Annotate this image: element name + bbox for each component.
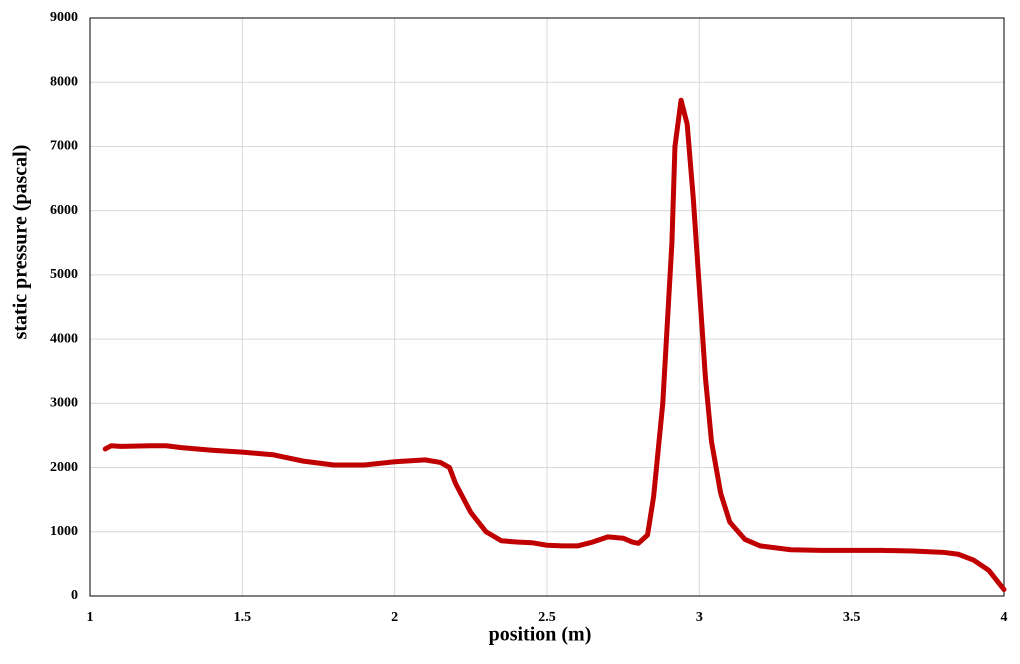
plot-frame [89, 17, 1005, 597]
y-tick-label: 6000 [50, 203, 78, 218]
y-tick-label: 5000 [50, 267, 78, 282]
y-tick-label: 3000 [50, 396, 78, 411]
x-axis-title: position (m) [489, 624, 592, 646]
x-tick-label: 1 [87, 610, 94, 625]
x-tick-label: 3 [696, 610, 703, 625]
x-tick-label: 3.5 [843, 610, 861, 625]
y-tick-label: 2000 [50, 460, 78, 475]
y-tick-label: 0 [71, 588, 78, 603]
y-tick-label: 4000 [50, 331, 78, 346]
x-tick-label: 2 [391, 610, 398, 625]
x-tick-label: 1.5 [234, 610, 252, 625]
y-tick-label: 9000 [50, 10, 78, 25]
y-tick-label: 8000 [50, 74, 78, 89]
x-tick-label: 4 [1001, 610, 1008, 625]
y-tick-label: 1000 [50, 524, 78, 539]
x-tick-label: 2.5 [538, 610, 556, 625]
y-axis-title: static pressure (pascal) [10, 145, 32, 340]
data-line [102, 97, 1007, 593]
y-tick-label: 7000 [50, 139, 78, 154]
